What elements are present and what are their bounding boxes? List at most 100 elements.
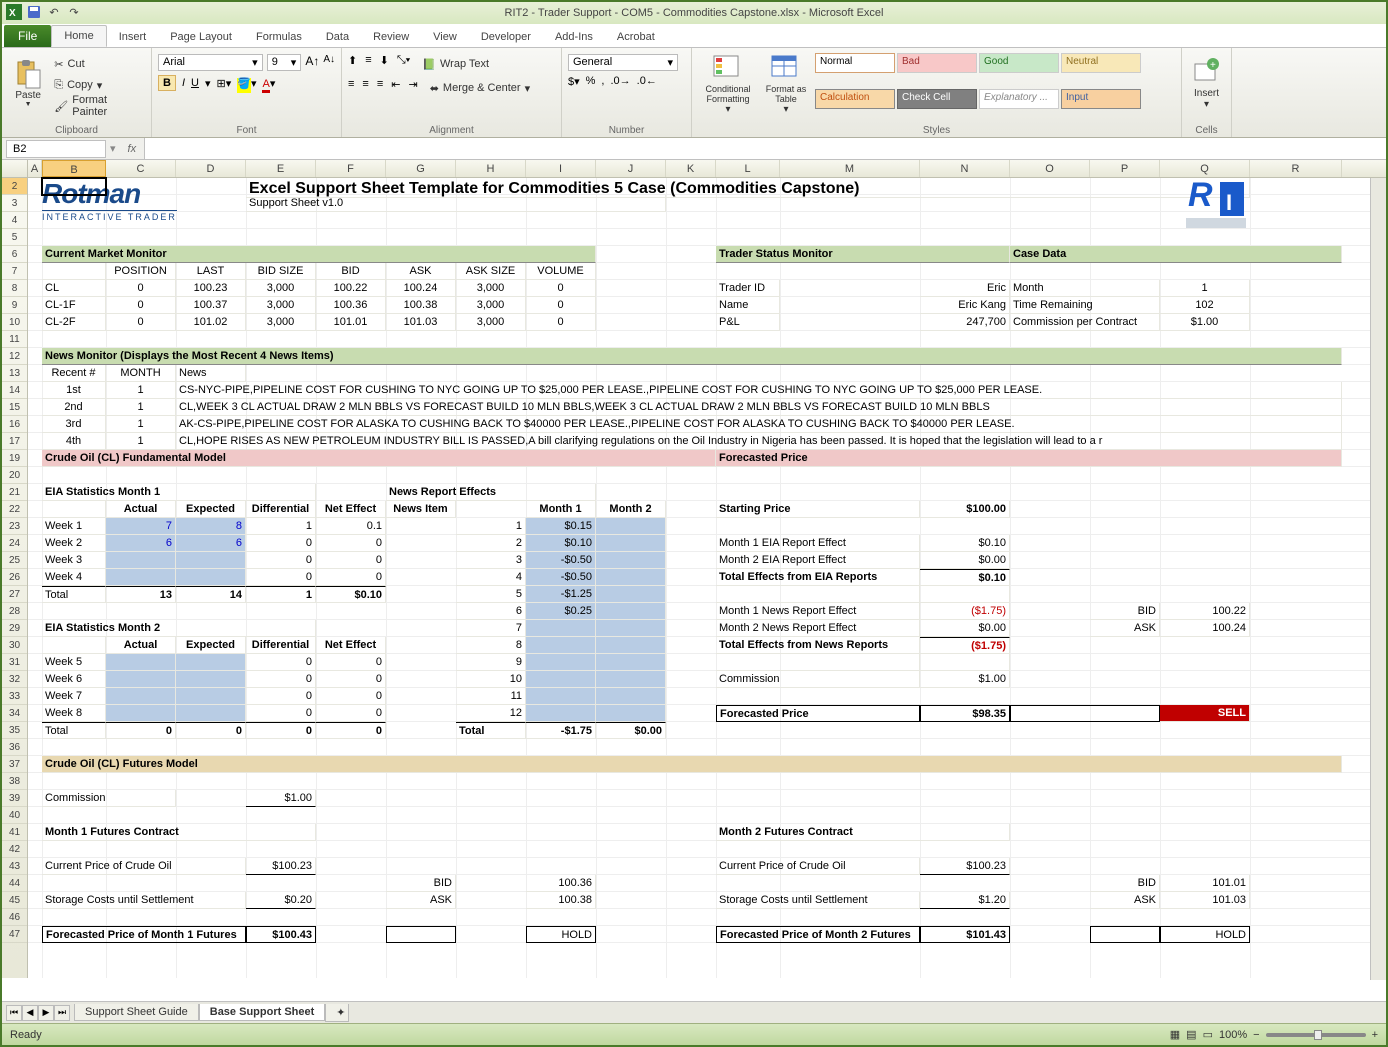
cell[interactable]: 3,000 <box>456 280 526 297</box>
col-header-G[interactable]: G <box>386 160 456 177</box>
border-button[interactable]: ⊞▾ <box>217 77 232 90</box>
row-header-43[interactable]: 43 <box>2 858 27 875</box>
cell[interactable]: Trader ID <box>716 280 780 297</box>
cell[interactable]: $1.00 <box>920 671 1010 688</box>
cell[interactable]: 1 <box>106 399 176 416</box>
cell[interactable] <box>106 705 176 722</box>
comma-icon[interactable]: , <box>601 75 604 88</box>
row-header-30[interactable]: 30 <box>2 637 27 654</box>
formula-input[interactable] <box>144 138 1386 159</box>
wrap-text-button[interactable]: 📗 Wrap Text <box>418 54 493 74</box>
cell[interactable] <box>920 586 1010 603</box>
col-header-P[interactable]: P <box>1090 160 1160 177</box>
row-header-33[interactable]: 33 <box>2 688 27 705</box>
row-header-21[interactable]: 21 <box>2 484 27 501</box>
cell[interactable]: VOLUME <box>526 263 596 280</box>
cell[interactable] <box>176 654 246 671</box>
cell[interactable]: 5 <box>456 586 526 603</box>
cell[interactable]: EIA Statistics Month 1 <box>42 484 316 501</box>
cell[interactable]: Month <box>1010 280 1160 297</box>
cell[interactable]: Commission <box>716 671 920 688</box>
cell[interactable]: 8 <box>176 518 246 535</box>
cell[interactable]: Month 1 Futures Contract <box>42 824 316 841</box>
cell[interactable]: News Item <box>386 501 456 518</box>
cell[interactable]: Month 1 EIA Report Effect <box>716 535 920 552</box>
cell[interactable]: 100.22 <box>1160 603 1250 620</box>
cell[interactable] <box>176 552 246 569</box>
cell[interactable]: CS-NYC-PIPE,PIPELINE COST FOR CUSHING TO… <box>176 382 1342 399</box>
cell[interactable]: $0.00 <box>920 620 1010 637</box>
cell[interactable]: Total <box>42 586 106 603</box>
row-header-20[interactable]: 20 <box>2 467 27 484</box>
cell[interactable] <box>526 654 596 671</box>
tab-formulas[interactable]: Formulas <box>244 27 314 47</box>
align-left-icon[interactable]: ≡ <box>348 78 354 98</box>
sheet-nav-next-icon[interactable]: ▶ <box>38 1005 54 1021</box>
col-header-C[interactable]: C <box>106 160 176 177</box>
cell[interactable]: 3,000 <box>456 297 526 314</box>
row-header-15[interactable]: 15 <box>2 399 27 416</box>
style-neutral[interactable]: Neutral <box>1061 53 1141 73</box>
cell[interactable] <box>596 586 666 603</box>
cell[interactable]: News Report Effects <box>386 484 596 501</box>
cell[interactable]: 0 <box>246 654 316 671</box>
cell[interactable] <box>596 552 666 569</box>
cell[interactable]: 11 <box>456 688 526 705</box>
worksheet[interactable]: ABCDEFGHIJKLMNOPQR 234567891011121314151… <box>2 160 1386 980</box>
copy-button[interactable]: ⎘Copy ▾ <box>50 75 145 95</box>
cell[interactable] <box>106 654 176 671</box>
style-bad[interactable]: Bad <box>897 53 977 73</box>
row-header-42[interactable]: 42 <box>2 841 27 858</box>
cell[interactable]: 7 <box>106 518 176 535</box>
cell[interactable]: 6 <box>106 535 176 552</box>
cell[interactable]: Actual <box>106 637 176 654</box>
style-normal[interactable]: Normal <box>815 53 895 73</box>
cell[interactable]: 13 <box>106 586 176 603</box>
row-header-13[interactable]: 13 <box>2 365 27 382</box>
cell[interactable] <box>106 688 176 705</box>
cell[interactable]: $0.20 <box>246 892 316 909</box>
cell[interactable]: Forecasted Price <box>716 450 1342 467</box>
cell[interactable] <box>596 518 666 535</box>
cell[interactable]: CL,WEEK 3 CL ACTUAL DRAW 2 MLN BBLS VS F… <box>176 399 1342 416</box>
row-header-25[interactable]: 25 <box>2 552 27 569</box>
grow-font-icon[interactable]: A↑ <box>305 54 319 71</box>
row-header-29[interactable]: 29 <box>2 620 27 637</box>
col-header-R[interactable]: R <box>1250 160 1342 177</box>
cell[interactable]: Total Effects from EIA Reports <box>716 569 920 586</box>
col-header-B[interactable]: B <box>42 160 106 177</box>
cell[interactable] <box>526 671 596 688</box>
horizontal-scrollbar[interactable] <box>402 1007 1370 1023</box>
cell[interactable]: -$0.50 <box>526 552 596 569</box>
col-header-O[interactable]: O <box>1010 160 1090 177</box>
row-header-23[interactable]: 23 <box>2 518 27 535</box>
style-input[interactable]: Input <box>1061 89 1141 109</box>
row-header-5[interactable]: 5 <box>2 229 27 246</box>
cell[interactable]: $101.43 <box>920 926 1010 943</box>
cell[interactable]: 101.01 <box>316 314 386 331</box>
cell[interactable] <box>716 586 920 603</box>
cell[interactable]: $0.25 <box>526 603 596 620</box>
cell[interactable]: 0 <box>316 671 386 688</box>
cell[interactable]: ASK <box>1090 892 1160 909</box>
cell[interactable]: 12 <box>456 705 526 722</box>
cell[interactable] <box>42 637 106 654</box>
cell[interactable]: 0 <box>176 722 246 739</box>
col-header-L[interactable]: L <box>716 160 780 177</box>
select-all-corner[interactable] <box>2 160 28 177</box>
row-header-32[interactable]: 32 <box>2 671 27 688</box>
cell[interactable]: Crude Oil (CL) Futures Model <box>42 756 1342 773</box>
row-header-40[interactable]: 40 <box>2 807 27 824</box>
col-header-H[interactable]: H <box>456 160 526 177</box>
cell[interactable] <box>596 569 666 586</box>
cell[interactable]: $0.10 <box>316 586 386 603</box>
cell[interactable]: Month 2 EIA Report Effect <box>716 552 920 569</box>
cell[interactable]: 4th <box>42 433 106 450</box>
row-header-7[interactable]: 7 <box>2 263 27 280</box>
align-center-icon[interactable]: ≡ <box>362 78 368 98</box>
cell[interactable] <box>176 671 246 688</box>
cell[interactable]: Trader Status Monitor <box>716 246 1010 263</box>
zoom-level[interactable]: 100% <box>1219 1029 1247 1041</box>
cell[interactable]: 0 <box>526 314 596 331</box>
undo-icon[interactable]: ↶ <box>46 4 62 20</box>
